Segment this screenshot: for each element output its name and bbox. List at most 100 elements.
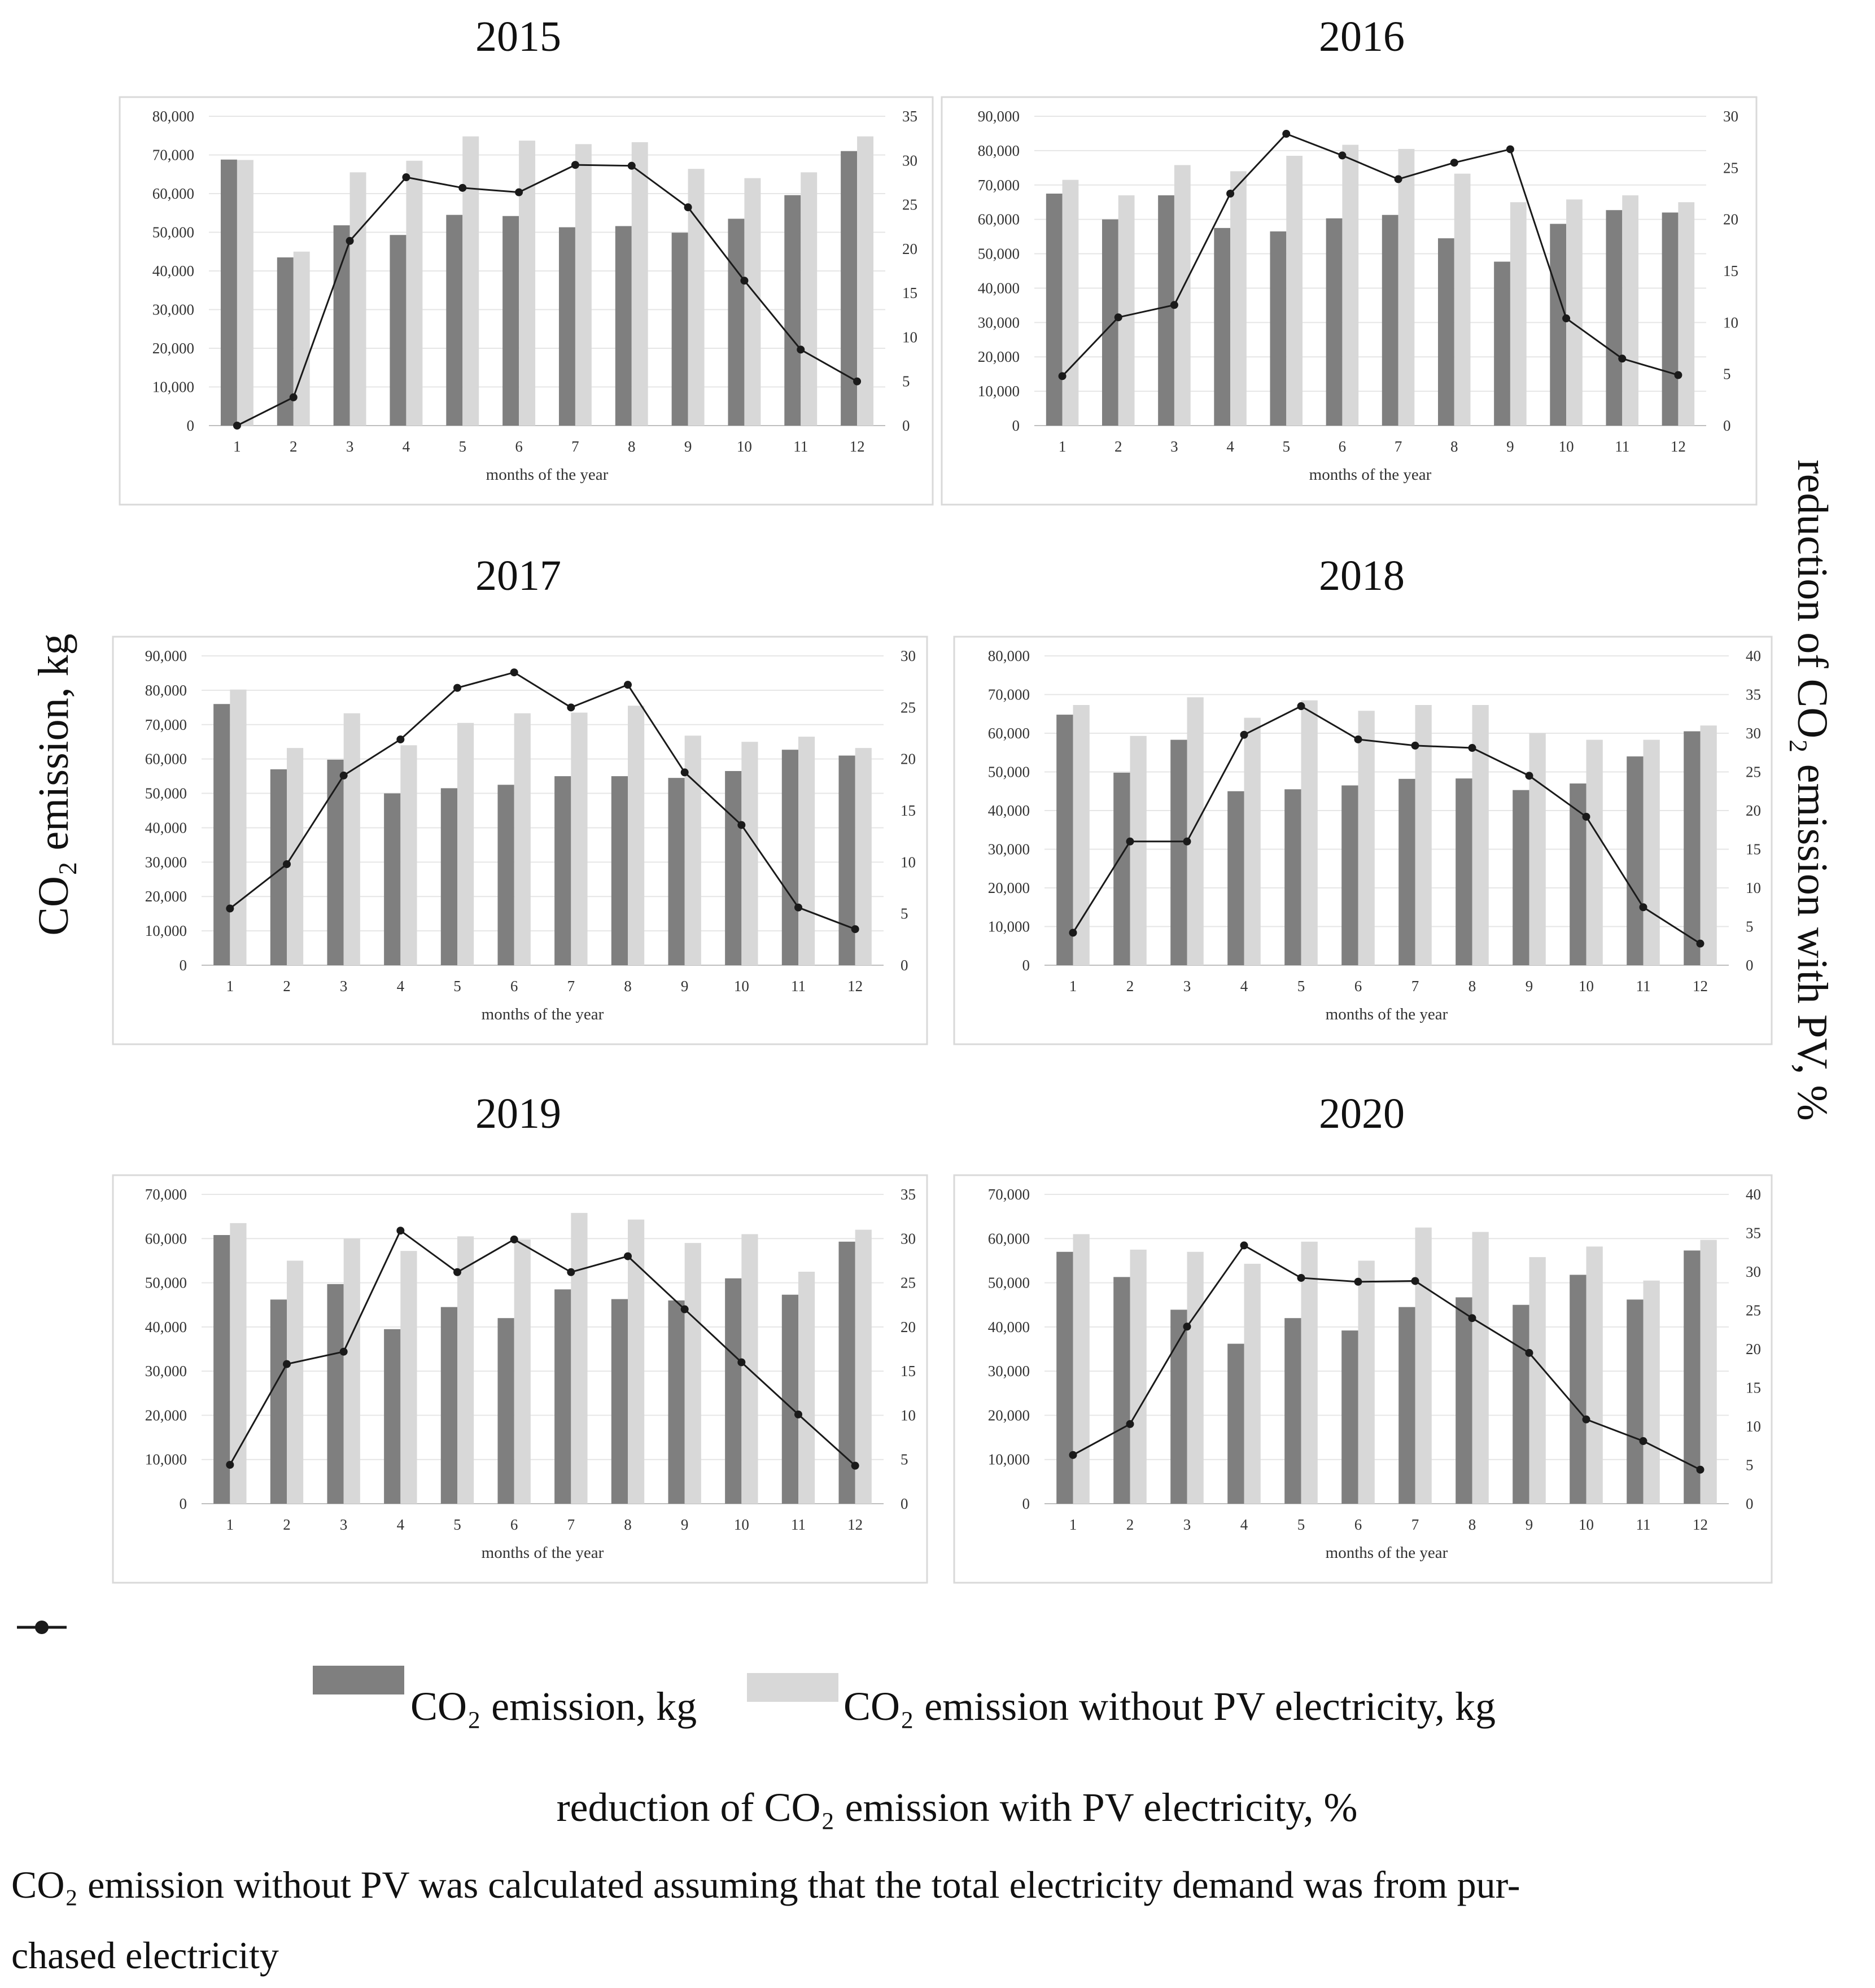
line-point [1394, 175, 1402, 183]
x-tick-label: 9 [1526, 978, 1533, 995]
bar-co2-emission [1662, 212, 1679, 426]
line-point [289, 393, 298, 401]
x-tick-label: 8 [1450, 438, 1458, 455]
x-axis-label: months of the year [482, 1544, 604, 1562]
bar-co2-emission [611, 776, 628, 965]
y-tick-label: 30,000 [152, 301, 194, 318]
y-tick-label: 90,000 [145, 647, 187, 664]
y2-tick-label: 0 [1723, 417, 1731, 434]
y-tick-label: 80,000 [145, 682, 187, 699]
x-tick-label: 5 [1283, 438, 1291, 455]
y2-tick-label: 25 [1746, 764, 1761, 781]
y-tick-label: 50,000 [145, 1275, 187, 1291]
y2-tick-label: 25 [901, 699, 916, 716]
x-tick-label: 3 [340, 978, 348, 995]
x-tick-label: 9 [681, 1516, 689, 1533]
line-point [453, 684, 461, 692]
x-tick-label: 4 [397, 978, 405, 995]
line-point [571, 161, 579, 169]
x-tick-label: 12 [847, 1516, 863, 1533]
bar-co2-emission [554, 776, 571, 965]
bar-co2-without-pv [741, 742, 758, 965]
bar-co2-without-pv [1586, 739, 1603, 965]
line-point [794, 903, 802, 912]
x-tick-label: 7 [571, 438, 579, 455]
y2-tick-label: 30 [902, 152, 917, 169]
y2-tick-label: 25 [902, 196, 917, 213]
line-point [851, 1461, 859, 1470]
y2-tick-label: 35 [901, 1186, 916, 1203]
line-point [1354, 735, 1362, 743]
x-tick-label: 1 [226, 1516, 234, 1533]
x-axis-label: months of the year [482, 1005, 604, 1023]
bar-co2-without-pv [1510, 202, 1527, 426]
y2-tick-label: 0 [901, 957, 908, 974]
bar-co2-emission [1170, 739, 1187, 965]
y2-tick-label: 0 [902, 417, 910, 434]
bar-co2-without-pv [628, 706, 645, 965]
bar-co2-emission [838, 755, 855, 965]
bar-co2-emission [1513, 790, 1529, 965]
y-tick-label: 20,000 [152, 340, 194, 357]
y-tick-label: 10,000 [145, 1451, 187, 1468]
x-tick-label: 10 [1559, 438, 1574, 455]
y2-tick-label: 30 [1723, 108, 1738, 125]
x-tick-label: 11 [1636, 978, 1651, 995]
bar-co2-without-pv [514, 1239, 531, 1504]
y2-tick-label: 10 [1746, 1418, 1761, 1435]
line-point [567, 703, 575, 712]
bar-co2-without-pv [1622, 195, 1639, 426]
bar-co2-emission [1437, 238, 1454, 426]
bar-co2-without-pv [1301, 1241, 1318, 1504]
bar-co2-emission [270, 1299, 287, 1504]
x-axis-label: months of the year [1309, 466, 1432, 484]
bar-co2-without-pv [457, 722, 474, 965]
y-tick-label: 30,000 [978, 314, 1020, 331]
line-point [1618, 354, 1627, 363]
bar-co2-without-pv [684, 1243, 701, 1504]
x-tick-label: 8 [1468, 978, 1476, 995]
line-point [510, 668, 518, 677]
y2-tick-label: 30 [901, 1230, 916, 1247]
bar-co2-without-pv [1130, 735, 1147, 965]
chart-panel-2016: 2016010,00020,00030,00040,00050,00060,00… [941, 13, 1758, 506]
bar-co2-emission [440, 788, 457, 965]
x-tick-label: 1 [1059, 438, 1067, 455]
bar-co2-without-pv [855, 1229, 872, 1504]
y-tick-label: 60,000 [988, 725, 1030, 742]
x-tick-label: 1 [226, 978, 234, 995]
bar-co2-emission [327, 1284, 344, 1504]
x-tick-label: 6 [1354, 1516, 1362, 1533]
y2-tick-label: 5 [1746, 1457, 1754, 1474]
y-tick-label: 80,000 [988, 647, 1030, 664]
x-tick-label: 6 [1354, 978, 1362, 995]
bar-co2-without-pv [571, 1212, 588, 1504]
x-tick-label: 7 [1395, 438, 1402, 455]
bar-co2-without-pv [230, 1223, 247, 1504]
line-point [853, 377, 862, 386]
y2-tick-label: 25 [1746, 1302, 1761, 1319]
y-tick-label: 20,000 [145, 888, 187, 905]
y-tick-label: 10,000 [145, 922, 187, 939]
legend-label-series2: CO₂ emission without PV electricity, kg [843, 1684, 1496, 1729]
bar-co2-without-pv [1529, 1257, 1546, 1504]
bar-co2-without-pv [287, 1260, 304, 1504]
x-tick-label: 3 [1170, 438, 1178, 455]
x-tick-label: 12 [850, 438, 865, 455]
x-tick-label: 7 [567, 1516, 575, 1533]
x-tick-label: 3 [1183, 1516, 1191, 1533]
bar-co2-without-pv [631, 142, 648, 426]
y-tick-label: 40,000 [988, 1319, 1030, 1335]
bar-co2-emission [390, 235, 407, 426]
bar-co2-emission [446, 214, 463, 426]
x-tick-label: 9 [1506, 438, 1514, 455]
y2-tick-label: 35 [902, 108, 917, 125]
bar-co2-emission [1606, 210, 1623, 426]
y-tick-label: 30,000 [988, 841, 1030, 858]
line-point [627, 161, 636, 170]
bar-co2-without-pv [514, 713, 531, 965]
line-point [1411, 741, 1419, 750]
x-tick-label: 11 [791, 1516, 806, 1533]
line-point [851, 925, 859, 934]
y-tick-label: 20,000 [988, 1407, 1030, 1424]
